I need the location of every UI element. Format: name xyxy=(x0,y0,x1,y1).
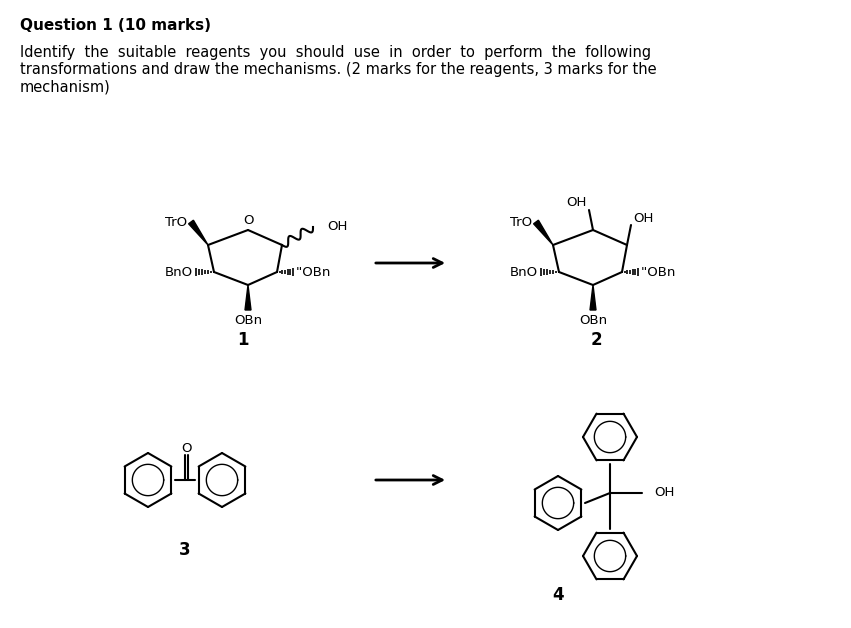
Text: TrO: TrO xyxy=(165,215,187,229)
Text: OBn: OBn xyxy=(234,315,262,327)
Polygon shape xyxy=(245,285,251,310)
Text: BnO: BnO xyxy=(165,266,193,278)
Text: TrO: TrO xyxy=(510,215,532,229)
Text: mechanism): mechanism) xyxy=(20,79,111,94)
Text: O: O xyxy=(243,215,254,227)
Polygon shape xyxy=(534,220,553,245)
Text: 2: 2 xyxy=(591,331,602,349)
Text: OBn: OBn xyxy=(579,315,607,327)
Text: O: O xyxy=(180,441,191,455)
Text: OH: OH xyxy=(654,487,674,499)
Text: OH: OH xyxy=(327,220,347,234)
Text: 1: 1 xyxy=(237,331,248,349)
Text: OH: OH xyxy=(567,197,587,210)
Polygon shape xyxy=(189,220,208,245)
Text: ''OBn: ''OBn xyxy=(641,266,677,278)
Text: transformations and draw the mechanisms. (2 marks for the reagents, 3 marks for : transformations and draw the mechanisms.… xyxy=(20,62,657,77)
Text: ''OBn: ''OBn xyxy=(296,266,331,278)
Polygon shape xyxy=(590,285,596,310)
Text: 3: 3 xyxy=(180,541,191,559)
Text: 4: 4 xyxy=(552,586,564,604)
Text: BnO: BnO xyxy=(510,266,538,278)
Text: Identify  the  suitable  reagents  you  should  use  in  order  to  perform  the: Identify the suitable reagents you shoul… xyxy=(20,45,651,60)
Text: OH: OH xyxy=(633,212,654,224)
Text: Question 1 (10 marks): Question 1 (10 marks) xyxy=(20,18,211,33)
